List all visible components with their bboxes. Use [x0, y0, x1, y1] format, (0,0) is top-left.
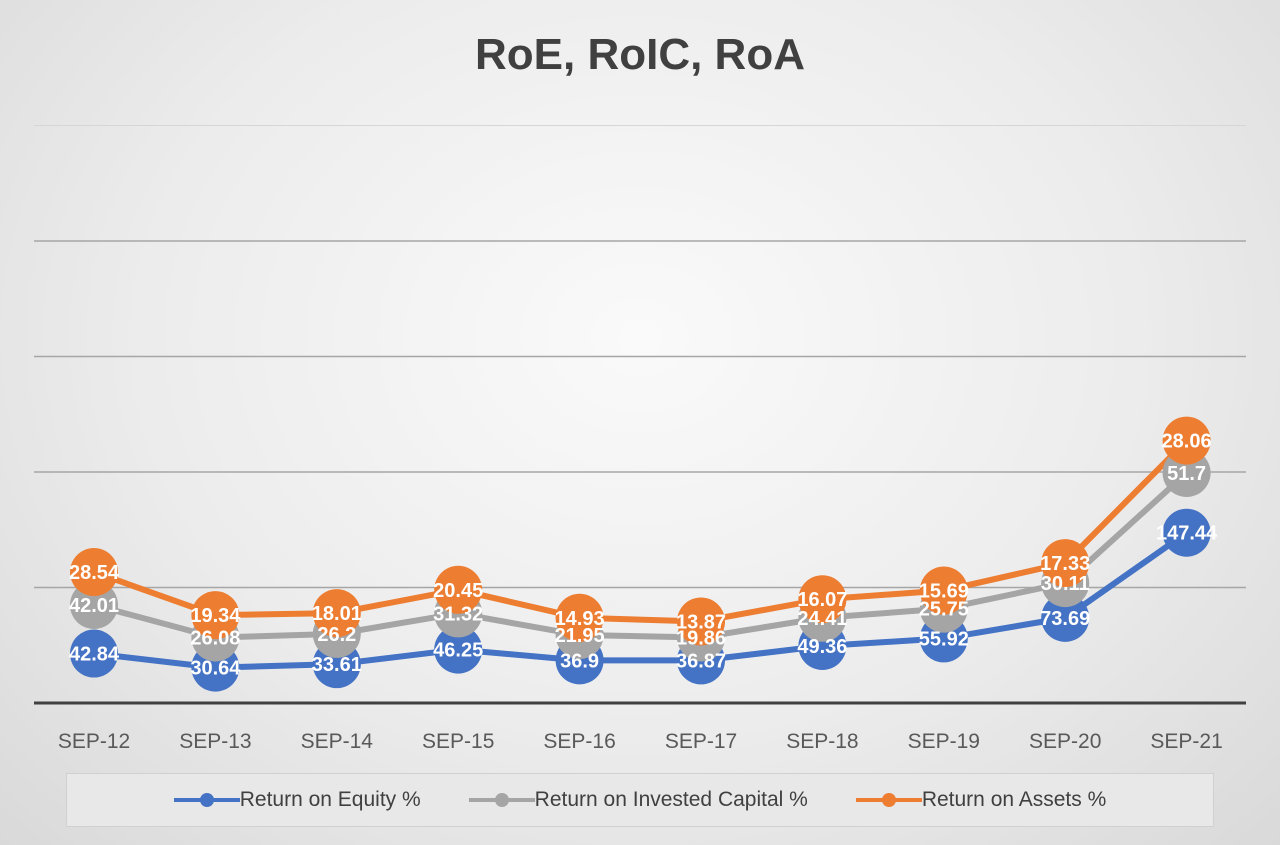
x-tick-label: SEP-12 [58, 730, 130, 753]
data-point [1041, 593, 1090, 642]
data-label: 26.2 [317, 624, 356, 646]
data-label: 30.64 [190, 658, 241, 680]
chart-legend: Return on Equity % Return on Invested Cap… [66, 773, 1214, 827]
data-label: 21.95 [555, 625, 605, 647]
legend-swatch [855, 789, 922, 811]
data-label: 51.7 [1167, 463, 1206, 485]
data-label: 26.08 [190, 627, 240, 649]
data-label: 30.11 [1041, 573, 1090, 595]
legend-swatch [468, 789, 535, 811]
x-tick-label: SEP-15 [422, 730, 494, 753]
series-line [91, 437, 1190, 625]
chart-title: RoE, RoIC, RoA [475, 30, 805, 79]
data-label: 55.92 [919, 628, 969, 650]
data-point [434, 565, 483, 614]
data-label: 19.86 [676, 627, 726, 649]
legend-swatch [173, 789, 240, 811]
x-tick-label: SEP-17 [665, 730, 737, 753]
legend-item: Return on Invested Capital % [468, 788, 808, 812]
series-line [91, 469, 1190, 641]
legend-item: Return on Assets % [855, 788, 1107, 812]
data-label: 17.33 [1040, 553, 1090, 575]
data-point [798, 575, 847, 624]
data-label: 42.84 [69, 644, 120, 666]
data-label: 49.36 [797, 636, 847, 658]
data-point [1041, 539, 1090, 588]
data-point [70, 629, 118, 678]
data-label: 31.32 [433, 603, 483, 625]
data-label: 14.93 [555, 608, 605, 630]
data-label: 46.25 [433, 640, 483, 662]
legend-item: Return on Equity % [173, 788, 421, 812]
data-point [1162, 416, 1211, 465]
data-label: 36.87 [676, 650, 726, 672]
x-tick-label: SEP-20 [1029, 730, 1101, 753]
data-label: 20.45 [433, 580, 483, 602]
data-point [434, 625, 483, 674]
x-tick-label: SEP-14 [301, 730, 374, 753]
data-point [677, 597, 725, 646]
data-point [191, 591, 240, 640]
data-label: 19.34 [190, 605, 241, 627]
data-label: 28.54 [69, 562, 120, 584]
x-tick-label: SEP-16 [543, 730, 615, 753]
x-tick-label: SEP-13 [179, 730, 251, 753]
data-label: 13.87 [676, 611, 726, 633]
x-tick-label: SEP-19 [908, 730, 980, 753]
legend-label: Return on Invested Capital % [534, 788, 808, 811]
data-label: 25.75 [919, 599, 969, 621]
data-point [312, 589, 361, 638]
data-label: 28.06 [1162, 431, 1212, 453]
data-label: 147.44 [1156, 523, 1218, 545]
data-point [919, 566, 968, 615]
data-point [70, 580, 118, 629]
series-line [91, 529, 1190, 671]
data-label: 18.01 [312, 603, 362, 625]
data-label: 73.69 [1040, 608, 1090, 630]
data-point [70, 548, 118, 597]
data-point [555, 593, 604, 642]
data-point [1162, 508, 1211, 557]
x-tick-label: SEP-18 [786, 730, 858, 753]
data-label: 42.01 [69, 595, 119, 617]
data-label: 24.41 [797, 608, 847, 630]
data-label: 36.9 [560, 650, 599, 672]
data-label: 15.69 [919, 581, 969, 603]
legend-label: Return on Assets % [921, 788, 1107, 811]
x-tick-label: SEP-21 [1150, 730, 1222, 753]
data-label: 33.61 [312, 654, 362, 676]
data-label: 16.07 [797, 589, 847, 611]
legend-label: Return on Equity % [239, 788, 421, 811]
